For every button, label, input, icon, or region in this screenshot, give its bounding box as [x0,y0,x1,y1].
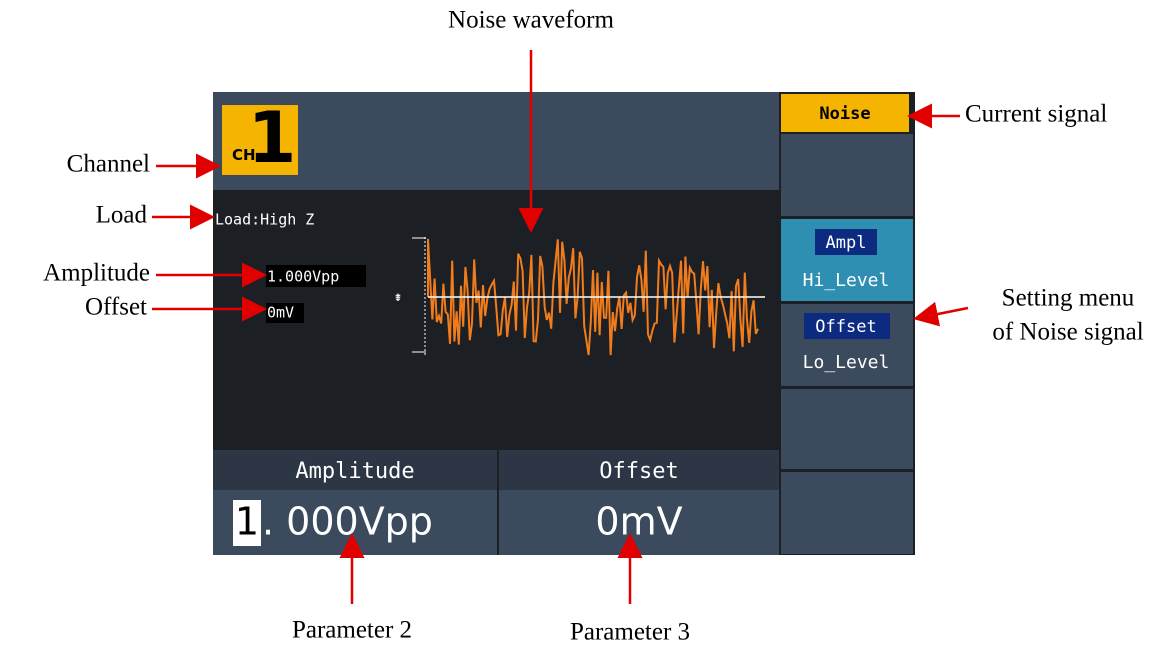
annotation: Load [96,202,148,229]
annotation: Parameter 2 [292,617,412,644]
annotation: Setting menu [1002,285,1135,312]
amplitude-label: 1.000Vpp [267,268,339,286]
annotation: Noise waveform [448,7,614,34]
load-label: Load:High Z [215,211,314,229]
menu-button[interactable] [781,389,913,469]
offset-marker: ⇟ [394,289,402,305]
annotation: Channel [67,151,150,178]
annotation: Current signal [965,101,1107,128]
param-label: Amplitude [295,459,414,484]
channel-number: 1 [248,97,297,179]
menu-button[interactable] [781,472,913,554]
param-value: . 000Vpp [262,500,433,544]
menu-item: Offset [815,317,876,337]
annotation: Offset [85,294,147,321]
annotation: Parameter 3 [570,619,690,646]
annotation: Amplitude [43,260,150,287]
menu-item: Ampl [826,233,867,253]
param-label: Offset [599,459,678,484]
param-value: 0mV [595,500,682,544]
menu-title: Noise [819,104,870,124]
menu-item: Hi_Level [803,270,890,291]
offset-label: 0mV [267,304,294,322]
arrow [918,308,968,318]
cursor-digit: 1 [235,500,259,544]
figure: CH 1 Noise Ampl Hi_Level Offset Lo_Level… [0,0,1175,653]
annotation: of Noise signal [992,319,1143,346]
menu-button[interactable] [781,134,913,216]
menu-item: Lo_Level [803,352,890,373]
